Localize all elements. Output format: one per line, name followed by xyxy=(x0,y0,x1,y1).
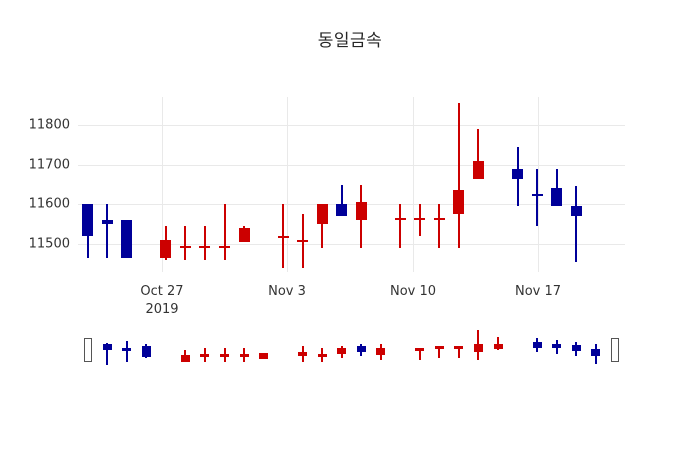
gridline-vertical xyxy=(287,97,288,272)
thumbnail-candle-wick xyxy=(125,341,128,362)
candle-wick xyxy=(575,186,578,263)
candle-body xyxy=(179,246,191,249)
candle-wick xyxy=(321,204,324,249)
page-title: 동일금속 xyxy=(317,31,383,51)
thumbnail-candle-body xyxy=(122,348,132,351)
candle-body xyxy=(277,236,289,239)
gridline-vertical xyxy=(538,97,539,272)
candle-body xyxy=(414,218,426,221)
candle-body xyxy=(199,246,211,249)
candle-body xyxy=(355,202,367,221)
x-axis-tick-label: Oct 27 2019 xyxy=(140,284,184,317)
y-axis-tick-label: 11600 xyxy=(28,196,70,212)
thumbnail-candle-body xyxy=(337,348,347,354)
thumbnail-candle-wick xyxy=(457,346,460,358)
thumbnail-candle-body xyxy=(454,346,464,349)
thumbnail-candle-body xyxy=(415,348,425,351)
gridline-vertical xyxy=(413,97,414,272)
y-axis-tick-label: 11500 xyxy=(28,236,70,252)
candle-body xyxy=(219,246,231,249)
thumbnail-candle-body xyxy=(317,354,327,357)
candle-body xyxy=(433,218,445,221)
candle-wick xyxy=(399,204,402,249)
gridline-horizontal xyxy=(78,165,625,166)
gridline-horizontal xyxy=(78,125,625,126)
x-axis-tick-label: Nov 10 xyxy=(389,284,437,299)
thumbnail-candle-wick xyxy=(106,343,109,365)
candle-body xyxy=(121,220,133,259)
candle-wick xyxy=(106,204,109,259)
x-axis-tick-label: Nov 17 xyxy=(514,284,562,299)
thumbnail-candle-wick xyxy=(418,348,421,360)
thumbnail-candle-body xyxy=(434,346,444,349)
candle-body xyxy=(472,160,484,179)
candle-wick xyxy=(536,168,539,227)
thumbnail-candle-body xyxy=(356,346,366,352)
x-axis-tick-label: Nov 3 xyxy=(268,284,306,299)
candle-wick xyxy=(555,168,558,207)
candle-wick xyxy=(438,204,441,249)
thumbnail-candle-body xyxy=(220,354,230,357)
candle-wick xyxy=(203,226,206,261)
thumbnail-candle-wick xyxy=(497,337,500,350)
candle-wick xyxy=(184,226,187,261)
candle-body xyxy=(531,194,543,197)
thumbnail-marker xyxy=(611,338,620,362)
thumbnail-candle-wick xyxy=(438,346,441,358)
thumbnail-candle-body xyxy=(298,352,308,356)
thumbnail-candle-body xyxy=(141,346,151,357)
candle-wick xyxy=(340,184,343,217)
gridline-horizontal xyxy=(78,204,625,205)
candle-wick xyxy=(282,204,285,268)
thumbnail-candle-body xyxy=(493,344,503,349)
candle-body xyxy=(512,168,524,179)
candle-body xyxy=(551,188,563,207)
thumbnail-candle-body xyxy=(239,354,249,357)
y-axis-tick-label: 11800 xyxy=(28,117,70,133)
thumbnail-marker xyxy=(83,338,92,362)
candle-body xyxy=(336,204,348,217)
thumbnail-candle-body xyxy=(102,344,112,350)
candle-wick xyxy=(223,204,226,261)
candle-wick xyxy=(457,102,460,249)
candle-body xyxy=(101,220,113,225)
candle-body xyxy=(453,190,465,215)
thumbnail-candle-body xyxy=(200,354,210,357)
candle-body xyxy=(394,218,406,221)
thumbnail-candle-body xyxy=(473,344,483,352)
candle-body xyxy=(160,240,172,259)
candle-body xyxy=(82,204,94,237)
thumbnail-candle-body xyxy=(552,344,562,348)
candle-body xyxy=(570,206,582,217)
thumbnail-candle-body xyxy=(259,353,269,359)
thumbnail-candle-body xyxy=(532,342,542,348)
gridline-horizontal xyxy=(78,244,625,245)
candle-body xyxy=(238,228,250,243)
thumbnail-candle-body xyxy=(571,345,581,351)
candle-wick xyxy=(477,128,480,179)
thumbnail-candle-body xyxy=(180,355,190,362)
candle-body xyxy=(297,240,309,243)
gridline-vertical xyxy=(162,97,163,272)
candle-body xyxy=(316,204,328,225)
y-axis-tick-label: 11700 xyxy=(28,157,70,173)
thumbnail-candle-body xyxy=(591,349,601,356)
thumbnail-candle-body xyxy=(376,348,386,355)
